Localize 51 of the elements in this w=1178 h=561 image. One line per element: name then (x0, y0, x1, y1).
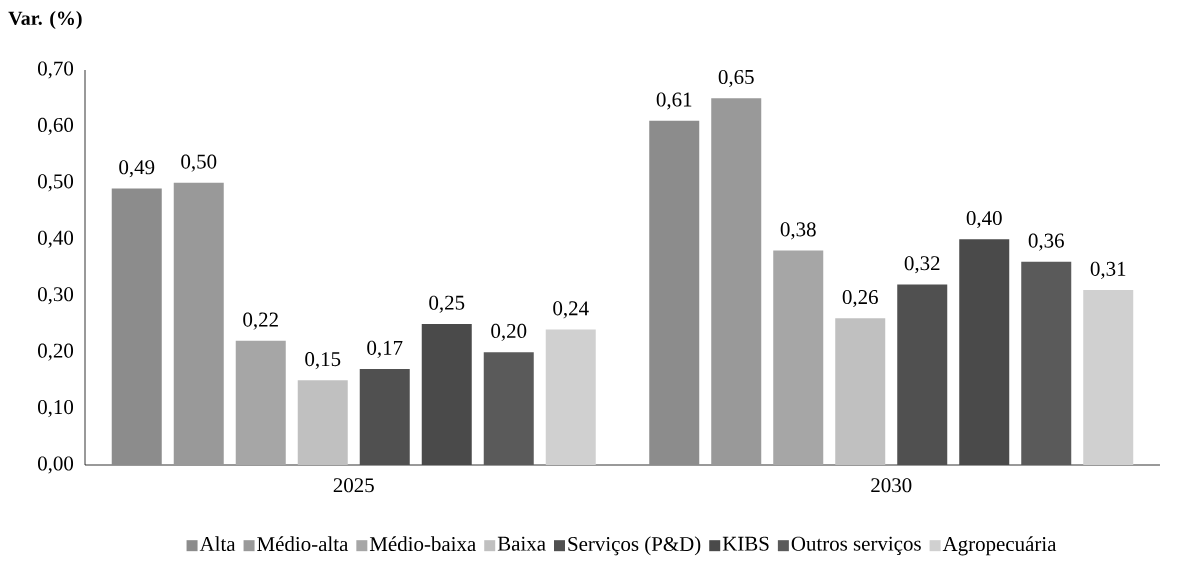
bar (1083, 290, 1134, 465)
data-label: 0,15 (305, 352, 341, 370)
data-label: 0,61 (656, 92, 692, 110)
legend-label: Outros serviços (791, 536, 921, 555)
y-tick-label: 0,40 (38, 230, 74, 248)
data-label: 0,50 (181, 154, 217, 172)
x-tick-label: 2030 (871, 478, 912, 493)
bar (1021, 261, 1072, 465)
data-label: 0,38 (780, 222, 816, 240)
y-tick-label: 0,30 (38, 287, 74, 305)
legend-label: Baixa (497, 536, 546, 551)
data-label: 0,31 (1090, 261, 1126, 279)
legend-label: Alta (199, 536, 236, 552)
legend-label: KIBS (722, 536, 769, 551)
bar (711, 98, 762, 465)
bar (649, 120, 700, 465)
y-tick-label: 0,60 (38, 117, 74, 135)
bar (897, 284, 948, 465)
data-label: 0,17 (367, 340, 403, 358)
data-label: 0,65 (718, 69, 754, 88)
bar (483, 352, 534, 465)
bar (835, 318, 886, 465)
y-tick-label: 0,50 (38, 174, 74, 192)
bar (235, 340, 286, 465)
bar (111, 188, 162, 465)
y-tick-label: 0,00 (38, 456, 74, 474)
legend-label: Médio-baixa (369, 536, 476, 552)
data-label: 0,49 (119, 160, 155, 178)
bar (959, 239, 1010, 465)
data-label: 0,20 (491, 323, 527, 341)
x-tick-label: 2025 (333, 478, 374, 493)
y-tick-label: 0,70 (38, 61, 74, 79)
bar (545, 329, 596, 465)
data-label: 0,22 (243, 312, 278, 330)
y-tick-label: 0,10 (38, 400, 74, 418)
y-tick-label: 0,20 (38, 343, 74, 361)
data-label: 0,26 (842, 289, 878, 308)
legend-label: Médio-alta (257, 536, 349, 552)
bar (359, 369, 410, 465)
bar (773, 250, 824, 465)
legend-label: Serviços (P&D) (568, 536, 701, 556)
data-label: 0,25 (429, 295, 465, 313)
y-axis-title: Var. (%) (8, 10, 82, 30)
legend-label: Agropecuária (942, 536, 1057, 556)
bar (173, 182, 224, 465)
bar (297, 380, 348, 465)
bar (421, 323, 472, 465)
data-label: 0,24 (553, 301, 589, 319)
data-label: 0,32 (904, 256, 940, 274)
data-label: 0,36 (1028, 233, 1064, 251)
data-label: 0,40 (966, 210, 1002, 229)
